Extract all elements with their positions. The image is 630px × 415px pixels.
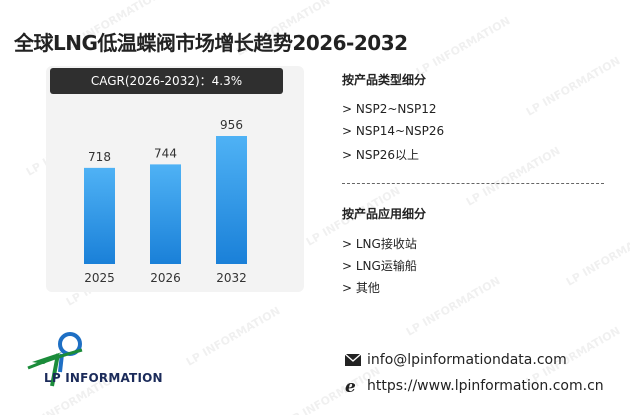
- contact-email[interactable]: info@lpinformationdata.com: [344, 352, 567, 368]
- product-type-item: > NSP26以上: [342, 148, 419, 162]
- application-item: > LNG接收站: [342, 237, 417, 251]
- email-text[interactable]: info@lpinformationdata.com: [367, 352, 567, 368]
- category-label: 2026: [150, 271, 181, 285]
- bar-2026: [150, 164, 181, 264]
- product-type-item: > NSP14~NSP26: [342, 124, 445, 138]
- logo-text: LP INFORMATION: [44, 371, 163, 385]
- cagr-badge: CAGR(2026-2032)：4.3%: [50, 68, 283, 94]
- bar-2025: [84, 167, 115, 264]
- bar-2032: [216, 136, 247, 264]
- section-divider: [342, 183, 604, 184]
- contact-website[interactable]: e https://www.lpinformation.com.cn: [344, 378, 604, 394]
- product-type-title: 按产品类型细分: [342, 73, 427, 87]
- website-text[interactable]: https://www.lpinformation.com.cn: [367, 378, 604, 394]
- browser-e-icon: e: [345, 378, 356, 394]
- lp-logo-icon: [27, 332, 83, 387]
- category-label: 2032: [216, 271, 247, 285]
- page-title: 全球LNG低温蝶阀市场增长趋势2026-2032: [14, 31, 408, 55]
- email-icon: [344, 353, 362, 366]
- application-title: 按产品应用细分: [342, 207, 427, 221]
- bar-value-label: 956: [220, 118, 243, 132]
- application-item: > LNG运输船: [342, 259, 417, 273]
- application-item: > 其他: [342, 281, 380, 295]
- product-type-item: > NSP2~NSP12: [342, 102, 437, 116]
- bar-value-label: 718: [88, 150, 111, 164]
- svg-text:e: e: [345, 378, 356, 394]
- category-label: 2025: [84, 271, 115, 285]
- bar-value-label: 744: [154, 146, 177, 160]
